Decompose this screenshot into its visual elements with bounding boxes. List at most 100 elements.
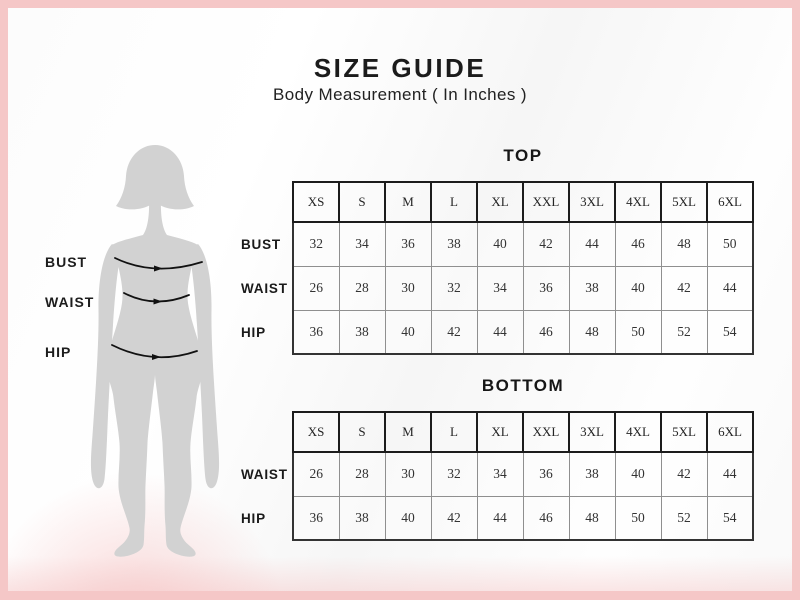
row-label-spacer (236, 182, 293, 222)
measurement-cell: 26 (292, 265, 340, 311)
measurement-cell: 40 (614, 451, 662, 497)
measurement-cell: 42 (430, 495, 478, 541)
measurement-cell: 38 (338, 309, 386, 355)
size-header-cell: L (430, 181, 478, 223)
measurement-cell: 54 (706, 309, 754, 355)
measurement-cell: 50 (614, 495, 662, 541)
size-header-cell: 6XL (706, 411, 754, 453)
silhouette-body (106, 200, 204, 557)
page-subtitle: Body Measurement ( In Inches ) (273, 85, 527, 104)
measurement-cell: 28 (338, 451, 386, 497)
size-header-cell: 6XL (706, 181, 754, 223)
figure-label-hip: HIP (45, 344, 72, 360)
size-header-cell: S (338, 181, 386, 223)
row-label-spacer (236, 412, 293, 452)
figure-label-bust: BUST (45, 254, 88, 270)
size-header-cell: M (384, 181, 432, 223)
measurement-cell: 54 (706, 495, 754, 541)
measurement-cell: 46 (614, 221, 662, 267)
size-header-cell: 5XL (660, 411, 708, 453)
measurement-cell: 42 (522, 221, 570, 267)
measurement-cell: 38 (338, 495, 386, 541)
measurement-cell: 50 (706, 221, 754, 267)
measurement-cell: 28 (338, 265, 386, 311)
row-label: WAIST (241, 466, 288, 482)
bust-measure-line (114, 257, 203, 272)
measurement-cell: 36 (292, 309, 340, 355)
measurement-cell: 40 (476, 221, 524, 267)
measurement-cell: 44 (476, 495, 524, 541)
size-header-cell: XS (292, 181, 340, 223)
row-label: HIP (241, 510, 266, 526)
size-header-cell: 4XL (614, 411, 662, 453)
size-header-row: XS S M L XL XXL 3XL 4XL 5XL 6XL (236, 181, 754, 223)
measurement-cell: 44 (476, 309, 524, 355)
size-header-cell: 3XL (568, 181, 616, 223)
size-header-cell: XL (476, 411, 524, 453)
size-header-cell: XXL (522, 411, 570, 453)
size-header-cell: XS (292, 411, 340, 453)
measurement-cell: 34 (476, 451, 524, 497)
bottom-size-table: XS S M L XL XXL 3XL 4XL 5XL 6XL WAIST 26 28 30 32 34 36 3… (236, 411, 754, 541)
measurement-cell: 34 (476, 265, 524, 311)
table-row: HIP 36 38 40 42 44 46 48 50 52 54 (236, 309, 754, 355)
silhouette-hair (116, 145, 194, 210)
measurement-cell: 36 (522, 451, 570, 497)
measurement-cell: 44 (706, 265, 754, 311)
table-row: WAIST 26 28 30 32 34 36 38 40 42 44 (236, 265, 754, 311)
measurement-cell: 40 (614, 265, 662, 311)
body-silhouette (90, 145, 220, 557)
measurement-cell: 42 (660, 265, 708, 311)
measurement-cell: 38 (568, 265, 616, 311)
measurement-cell: 50 (614, 309, 662, 355)
page-title: SIZE GUIDE (313, 53, 487, 83)
measurement-cell: 40 (384, 309, 432, 355)
silhouette-arm-right (190, 244, 220, 489)
measurement-cell: 48 (660, 221, 708, 267)
measurement-cell: 32 (430, 451, 478, 497)
measurement-cell: 36 (384, 221, 432, 267)
table-title-top: TOP (503, 146, 543, 165)
waist-measure-line (123, 292, 190, 305)
row-label: HIP (241, 324, 266, 340)
size-header-cell: M (384, 411, 432, 453)
measurement-cell: 36 (292, 495, 340, 541)
measurement-cell: 48 (568, 495, 616, 541)
size-header-cell: L (430, 411, 478, 453)
figure-label-waist: WAIST (45, 294, 95, 310)
table-row: BUST 32 34 36 38 40 42 44 46 48 50 (236, 221, 754, 267)
measurement-cell: 46 (522, 495, 570, 541)
measurement-cell: 26 (292, 451, 340, 497)
size-header-cell: 3XL (568, 411, 616, 453)
measurement-cell: 48 (568, 309, 616, 355)
size-tables: TOP XS S M L XL XXL 3XL 4XL 5XL 6XL BUST 32 34 36 38 40… (236, 146, 754, 541)
measurement-cell: 32 (292, 221, 340, 267)
measurement-cell: 44 (706, 451, 754, 497)
measurement-cell: 34 (338, 221, 386, 267)
size-header-row: XS S M L XL XXL 3XL 4XL 5XL 6XL (236, 411, 754, 453)
top-size-table: XS S M L XL XXL 3XL 4XL 5XL 6XL BUST 32 34 36 38 40 42 44… (236, 181, 754, 355)
table-row: HIP 36 38 40 42 44 46 48 50 52 54 (236, 495, 754, 541)
measurement-cell: 44 (568, 221, 616, 267)
measurement-cell: 52 (660, 495, 708, 541)
measurement-cell: 38 (430, 221, 478, 267)
measurement-cell: 38 (568, 451, 616, 497)
size-header-cell: 4XL (614, 181, 662, 223)
header: SIZE GUIDE Body Measurement ( In Inches … (0, 54, 800, 105)
hip-measure-line (111, 344, 198, 360)
size-header-cell: XXL (522, 181, 570, 223)
measurement-cell: 40 (384, 495, 432, 541)
silhouette-arm-left (90, 244, 120, 489)
size-header-cell: XL (476, 181, 524, 223)
measurement-cell: 42 (660, 451, 708, 497)
measurement-cell: 42 (430, 309, 478, 355)
size-header-cell: 5XL (660, 181, 708, 223)
measurement-cell: 52 (660, 309, 708, 355)
measurement-cell: 32 (430, 265, 478, 311)
row-label: BUST (241, 236, 281, 252)
row-label: WAIST (241, 280, 288, 296)
table-row: WAIST 26 28 30 32 34 36 38 40 42 44 (236, 451, 754, 497)
measurement-cell: 46 (522, 309, 570, 355)
size-header-cell: S (338, 411, 386, 453)
